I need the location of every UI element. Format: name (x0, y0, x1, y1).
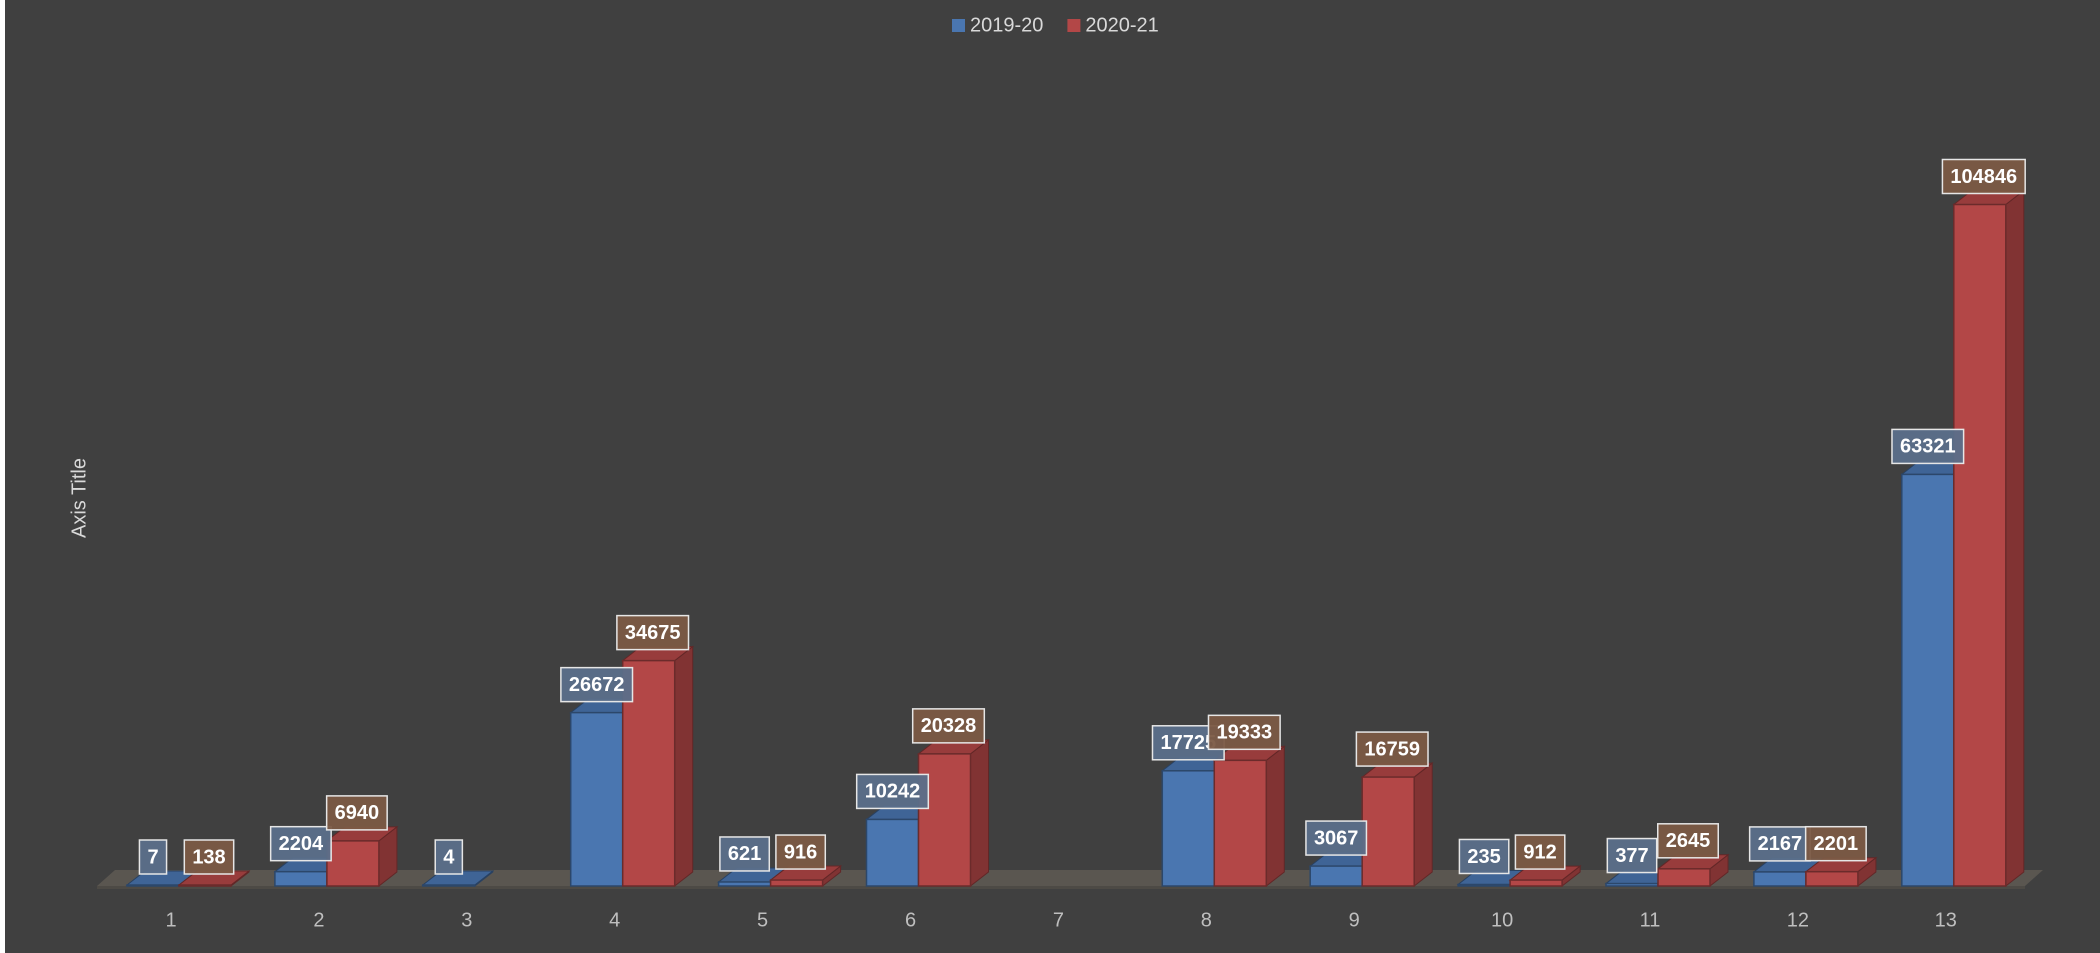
data-label: 2645 (1666, 830, 1711, 852)
data-label-box (1657, 823, 1719, 859)
bar-side (674, 645, 694, 888)
data-label-box (1355, 731, 1429, 767)
data-label: 3067 (1314, 827, 1359, 849)
data-label: 235 (1467, 846, 1500, 868)
bar-side (970, 738, 989, 888)
data-label: 104846 (1950, 166, 2017, 188)
bar (326, 840, 380, 887)
data-label-box (1941, 158, 2026, 195)
bar-group (1212, 745, 1286, 888)
data-label: 19333 (1216, 722, 1272, 744)
bar (769, 879, 824, 887)
x-tick-label: 6 (905, 909, 916, 931)
data-label-box (1207, 714, 1281, 751)
data-label: 377 (1615, 845, 1648, 867)
data-label: 16759 (1364, 738, 1420, 760)
data-label-box (1606, 837, 1658, 874)
legend-label: 2020-21 (1085, 14, 1158, 36)
bar (1161, 770, 1216, 887)
x-tick-label: 1 (165, 909, 176, 931)
data-label-box (138, 839, 168, 875)
data-label-box (855, 773, 930, 810)
x-tick-label: 11 (1640, 909, 1661, 931)
floor-front (97, 886, 2025, 889)
x-tick-label: 5 (757, 909, 768, 931)
data-label-box (325, 795, 388, 831)
bar-group (1952, 189, 2026, 888)
data-label-box (269, 825, 332, 862)
data-label: 2201 (1814, 833, 1859, 855)
data-label: 26672 (569, 674, 625, 696)
bar (274, 870, 328, 887)
bar-group (325, 825, 399, 888)
data-label: 17725 (1160, 732, 1216, 754)
bar-side (2005, 189, 2025, 888)
data-label-box (1305, 820, 1368, 856)
bar (1213, 759, 1268, 887)
data-label-box (719, 836, 771, 872)
bar (569, 711, 624, 887)
legend-swatch (952, 19, 965, 32)
data-label-box (560, 666, 634, 703)
x-tick-label: 13 (1935, 909, 1957, 931)
data-label-box (1748, 826, 1811, 862)
bar (1309, 865, 1363, 887)
x-tick-label: 9 (1349, 909, 1360, 931)
x-tick-label: 3 (461, 909, 472, 931)
legend-label: 2019-20 (970, 14, 1043, 36)
bar (1953, 203, 2007, 887)
bar (1457, 883, 1511, 887)
x-tick-label: 4 (609, 909, 620, 931)
data-label-box (1891, 428, 1965, 465)
data-label: 63321 (1900, 436, 1956, 458)
data-label: 10242 (865, 781, 921, 803)
data-label: 621 (728, 843, 761, 865)
legend-swatch (1067, 19, 1081, 32)
x-tick-label: 10 (1491, 909, 1513, 931)
data-label-box (616, 614, 690, 651)
data-label: 34675 (625, 622, 681, 644)
data-label-box (1458, 838, 1510, 875)
bar (1805, 870, 1859, 887)
data-label-box (911, 708, 986, 744)
bar (1361, 776, 1415, 887)
data-label: 4 (443, 846, 455, 868)
data-label-box (1804, 825, 1867, 862)
x-tick-label: 8 (1201, 909, 1212, 931)
left-edge (0, 0, 5, 953)
bar (1901, 473, 1955, 887)
data-label-box (434, 839, 464, 875)
bar-group (917, 738, 990, 888)
data-label: 7 (147, 846, 158, 868)
bar (717, 881, 772, 887)
bar (126, 884, 180, 887)
bar (422, 884, 476, 887)
data-label: 2167 (1758, 833, 1803, 855)
bar (1753, 871, 1807, 887)
data-label-box (1514, 834, 1566, 870)
x-tick-label: 12 (1787, 909, 1809, 931)
bar (178, 884, 232, 887)
bar-side (1413, 762, 1433, 888)
data-label: 912 (1523, 841, 1556, 863)
bar-group (1360, 762, 1434, 888)
data-label-box (775, 834, 827, 870)
data-label-box (183, 839, 235, 875)
data-label: 20328 (921, 715, 977, 737)
x-tick-label: 2 (313, 909, 324, 931)
data-label: 138 (192, 846, 225, 868)
data-label: 6940 (335, 802, 380, 824)
bar (865, 818, 920, 887)
axis-title: Axis Title (68, 458, 90, 538)
bar-side (1265, 745, 1285, 888)
x-tick-label: 7 (1053, 909, 1064, 931)
bar (1509, 879, 1563, 887)
data-label: 916 (784, 841, 817, 863)
data-label: 2204 (279, 833, 324, 855)
bar (1605, 882, 1659, 887)
bar (1657, 868, 1711, 887)
